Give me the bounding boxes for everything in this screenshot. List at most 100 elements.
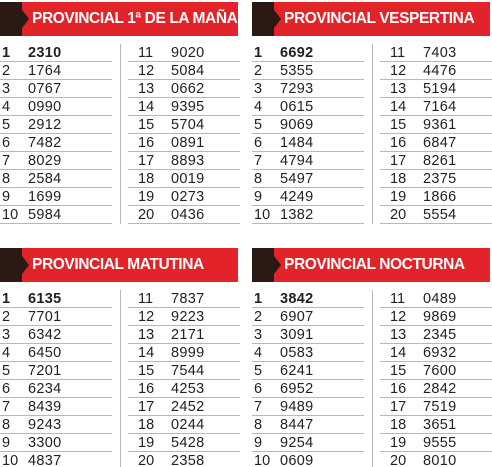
results-column-right: 11 0489 12 9869 13 2345 14 6932 15 7600 16 2842 17 75… xyxy=(380,290,492,467)
result-position: 12 xyxy=(390,63,407,79)
result-position: 5 xyxy=(254,117,263,133)
result-row: 8 2584 xyxy=(0,170,112,188)
result-row: 10 4837 xyxy=(0,452,112,467)
result-row: 6 1484 xyxy=(252,134,364,152)
header-arrow-icon xyxy=(268,2,281,36)
result-position: 17 xyxy=(138,153,155,169)
result-row: 15 7544 xyxy=(128,362,240,380)
result-number: 8439 xyxy=(28,399,62,415)
result-number: 0609 xyxy=(280,453,314,467)
result-position: 9 xyxy=(2,189,11,205)
result-number: 0436 xyxy=(171,207,205,223)
result-number: 8261 xyxy=(423,153,457,169)
result-row: 12 9223 xyxy=(128,308,240,326)
result-position: 11 xyxy=(390,291,406,307)
result-row: 13 2171 xyxy=(128,326,240,344)
results-column-left: 1 6692 2 5355 3 7293 4 0615 5 9069 6 1484 7 4794 8 5497… xyxy=(252,44,364,224)
result-position: 13 xyxy=(390,327,407,343)
result-row: 9 3300 xyxy=(0,434,112,452)
result-row: 8 8447 xyxy=(252,416,364,434)
result-position: 8 xyxy=(2,417,11,433)
result-position: 8 xyxy=(254,417,263,433)
column-divider xyxy=(120,44,121,224)
result-row: 1 3842 xyxy=(252,290,364,308)
result-row: 2 7701 xyxy=(0,308,112,326)
result-position: 17 xyxy=(138,399,155,415)
result-number: 3300 xyxy=(28,435,62,451)
panel-title: PROVINCIAL MATUTINA xyxy=(32,256,204,273)
result-position: 20 xyxy=(138,453,155,467)
results-table: 1 6692 2 5355 3 7293 4 0615 5 9069 6 1484 7 4794 8 5497… xyxy=(252,44,492,226)
result-row: 18 0019 xyxy=(128,170,240,188)
result-number: 8010 xyxy=(423,453,457,467)
result-position: 4 xyxy=(254,99,263,115)
result-position: 12 xyxy=(390,309,407,325)
result-row: 1 6692 xyxy=(252,44,364,62)
panel-header: PROVINCIAL NOCTURNA xyxy=(252,248,490,282)
result-row: 19 9555 xyxy=(380,434,492,452)
result-number: 5984 xyxy=(28,207,62,223)
column-divider xyxy=(372,290,373,467)
result-number: 3651 xyxy=(423,417,457,433)
result-position: 16 xyxy=(390,135,407,151)
result-number: 0019 xyxy=(171,171,205,187)
result-row: 15 7600 xyxy=(380,362,492,380)
result-row: 4 0990 xyxy=(0,98,112,116)
result-row: 17 7519 xyxy=(380,398,492,416)
result-position: 9 xyxy=(2,435,11,451)
result-row: 2 1764 xyxy=(0,62,112,80)
result-row: 5 9069 xyxy=(252,116,364,134)
result-position: 11 xyxy=(138,291,154,307)
header-arrow-icon xyxy=(16,2,29,36)
result-number: 2452 xyxy=(171,399,205,415)
result-number: 7544 xyxy=(171,363,205,379)
result-row: 4 6450 xyxy=(0,344,112,362)
result-row: 2 5355 xyxy=(252,62,364,80)
result-row: 14 9395 xyxy=(128,98,240,116)
result-number: 2584 xyxy=(28,171,62,187)
results-column-right: 11 7837 12 9223 13 2171 14 8999 15 7544 16 4253 17 24… xyxy=(128,290,240,467)
result-number: 4476 xyxy=(423,63,457,79)
result-number: 7600 xyxy=(423,363,457,379)
result-row: 18 0244 xyxy=(128,416,240,434)
result-number: 9395 xyxy=(171,99,205,115)
result-row: 3 6342 xyxy=(0,326,112,344)
result-row: 10 0609 xyxy=(252,452,364,467)
result-row: 16 0891 xyxy=(128,134,240,152)
panel-header: PROVINCIAL VESPERTINA xyxy=(252,2,490,36)
result-number: 6932 xyxy=(423,345,457,361)
result-position: 18 xyxy=(390,417,407,433)
result-position: 6 xyxy=(254,135,263,151)
result-number: 9223 xyxy=(171,309,205,325)
results-column-left: 1 2310 2 1764 3 0767 4 0990 5 2912 6 7482 7 8029 8 2584… xyxy=(0,44,112,224)
result-row: 10 5984 xyxy=(0,206,112,224)
result-row: 13 2345 xyxy=(380,326,492,344)
result-position: 20 xyxy=(390,207,407,223)
result-row: 7 4794 xyxy=(252,152,364,170)
results-table: 1 6135 2 7701 3 6342 4 6450 5 7201 6 6234 7 8439 8 9243… xyxy=(0,290,240,467)
result-position: 3 xyxy=(254,327,263,343)
result-number: 7201 xyxy=(28,363,62,379)
results-table: 1 3842 2 6907 3 3091 4 0583 5 6241 6 6952 7 9489 8 8447… xyxy=(252,290,492,467)
result-number: 5428 xyxy=(171,435,205,451)
result-position: 18 xyxy=(138,171,155,187)
result-row: 5 2912 xyxy=(0,116,112,134)
result-position: 6 xyxy=(254,381,263,397)
column-divider xyxy=(120,290,121,467)
result-row: 17 8893 xyxy=(128,152,240,170)
result-row: 15 9361 xyxy=(380,116,492,134)
result-row: 19 1866 xyxy=(380,188,492,206)
result-number: 2912 xyxy=(28,117,62,133)
result-number: 8999 xyxy=(171,345,205,361)
result-position: 12 xyxy=(138,309,155,325)
result-position: 9 xyxy=(254,435,263,451)
result-row: 12 5084 xyxy=(128,62,240,80)
result-row: 20 0436 xyxy=(128,206,240,224)
result-row: 1 2310 xyxy=(0,44,112,62)
result-position: 13 xyxy=(138,81,155,97)
result-position: 4 xyxy=(2,345,11,361)
result-position: 7 xyxy=(254,399,263,415)
result-number: 9489 xyxy=(280,399,314,415)
result-number: 9069 xyxy=(280,117,314,133)
result-number: 4253 xyxy=(171,381,205,397)
